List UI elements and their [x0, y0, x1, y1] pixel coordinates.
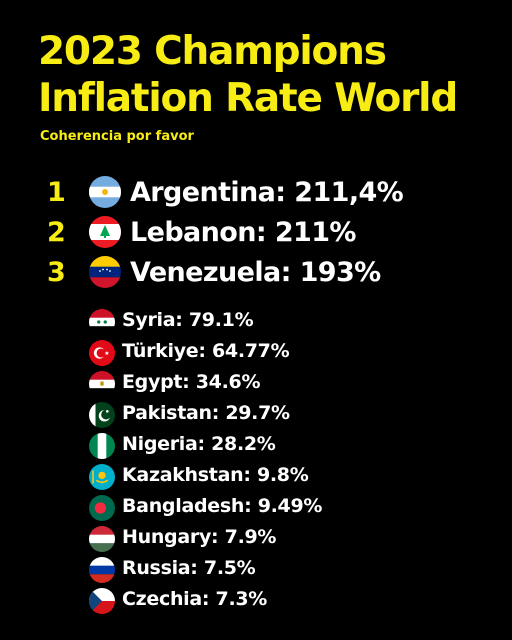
list-item: Russia: 7.5% [0, 554, 512, 585]
bangladesh-flag-icon [89, 495, 115, 521]
country-label: Czechia: 7.3% [122, 588, 268, 610]
country-label: Argentina: 211,4% [130, 176, 404, 208]
title-line-1: 2023 Champions [38, 29, 387, 74]
venezuela-flag-icon [89, 256, 121, 288]
country-label: Kazakhstan: 9.8% [122, 464, 309, 486]
list-item: Pakistan: 29.7% [0, 399, 512, 430]
country-label: Hungary: 7.9% [122, 526, 277, 548]
list-item: 3 Venezuela: 193% [0, 252, 512, 292]
list-item: Syria: 79.1% [0, 306, 512, 337]
country-label: Russia: 7.5% [122, 557, 256, 579]
russia-flag-icon [89, 557, 115, 583]
egypt-flag-icon [89, 371, 115, 397]
subtitle: Coherencia por favor [40, 129, 194, 144]
list-item: Bangladesh: 9.49% [0, 492, 512, 523]
rank-number: 3 [47, 256, 66, 288]
list-item: Czechia: 7.3% [0, 585, 512, 616]
nigeria-flag-icon [89, 433, 115, 459]
country-label: Venezuela: 193% [130, 256, 381, 288]
list-item: Kazakhstan: 9.8% [0, 461, 512, 492]
country-label: Lebanon: 211% [130, 216, 356, 248]
page-title: 2023 Champions Inflation Rate World [38, 28, 458, 122]
country-label: Bangladesh: 9.49% [122, 495, 323, 517]
turkiye-flag-icon [89, 340, 115, 366]
title-line-2: Inflation Rate World [38, 76, 458, 121]
rank-number: 1 [47, 176, 66, 208]
country-label: Türkiye: 64.77% [122, 340, 290, 362]
list-item: Hungary: 7.9% [0, 523, 512, 554]
list-item: 1 Argentina: 211,4% [0, 172, 512, 212]
syria-flag-icon [89, 309, 115, 335]
czechia-flag-icon [89, 588, 115, 614]
list-item: 2 Lebanon: 211% [0, 212, 512, 252]
list-item: Egypt: 34.6% [0, 368, 512, 399]
other-countries-list: Syria: 79.1% Türkiye: 64.77% Egypt: 34.6… [0, 306, 512, 616]
pakistan-flag-icon [89, 402, 115, 428]
country-label: Nigeria: 28.2% [122, 433, 276, 455]
top-three-list: 1 Argentina: 211,4% 2 Lebanon: 211% 3 [0, 172, 512, 292]
country-label: Pakistan: 29.7% [122, 402, 290, 424]
list-item: Türkiye: 64.77% [0, 337, 512, 368]
country-label: Egypt: 34.6% [122, 371, 261, 393]
argentina-flag-icon [89, 176, 121, 208]
list-item: Nigeria: 28.2% [0, 430, 512, 461]
hungary-flag-icon [89, 526, 115, 552]
rank-number: 2 [47, 216, 66, 248]
country-label: Syria: 79.1% [122, 309, 254, 331]
kazakhstan-flag-icon [89, 464, 115, 490]
lebanon-flag-icon [89, 216, 121, 248]
